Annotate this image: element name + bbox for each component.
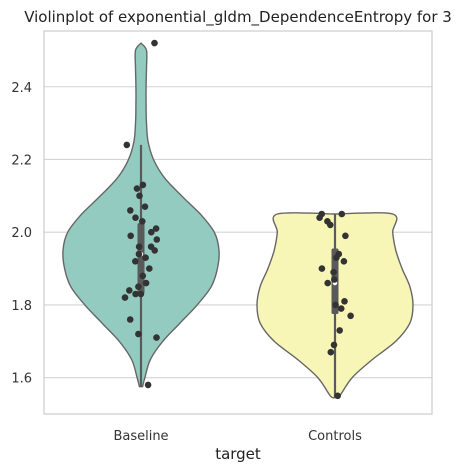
data-point	[336, 327, 344, 334]
data-point	[316, 214, 323, 221]
data-point	[340, 258, 348, 265]
data-point	[333, 254, 340, 261]
data-point	[152, 225, 160, 232]
data-point	[347, 312, 354, 320]
data-point	[141, 203, 149, 210]
data-point	[334, 392, 342, 400]
data-point	[330, 341, 338, 349]
data-point	[137, 290, 145, 298]
data-point	[151, 247, 158, 254]
y-tick-label: 2.2	[11, 153, 32, 168]
y-tick-label: 1.6	[11, 372, 32, 387]
data-point	[132, 258, 139, 265]
data-point	[132, 290, 139, 298]
data-point	[139, 181, 147, 189]
data-point	[327, 221, 334, 229]
data-point	[337, 305, 345, 312]
data-point	[327, 348, 335, 356]
data-point	[318, 265, 326, 272]
data-point	[123, 141, 131, 149]
data-point	[139, 218, 146, 225]
data-point	[135, 330, 142, 338]
data-point	[144, 381, 152, 389]
data-points	[121, 39, 354, 400]
data-point	[127, 232, 134, 240]
x-tick-labels: Baseline Controls	[113, 429, 362, 444]
y-tick-label: 1.8	[11, 299, 32, 314]
data-point	[133, 185, 141, 192]
data-point	[330, 268, 337, 276]
data-point	[135, 243, 143, 250]
data-point	[135, 250, 143, 258]
y-tick-label: 2.4	[11, 81, 32, 96]
data-point	[341, 298, 348, 305]
data-point	[342, 232, 349, 240]
plot-frame	[43, 30, 433, 415]
data-point	[132, 214, 139, 221]
data-point	[121, 294, 129, 301]
data-point	[142, 254, 149, 261]
data-point	[153, 334, 160, 341]
data-point	[135, 283, 142, 291]
data-point	[142, 279, 150, 287]
violins	[62, 42, 414, 399]
data-point	[127, 207, 134, 214]
data-point	[332, 301, 339, 309]
data-point	[126, 287, 133, 294]
chart-title: Violinplot of exponential_gldm_Dependenc…	[24, 8, 452, 27]
data-point	[338, 210, 346, 218]
x-axis-label: target	[215, 445, 261, 463]
y-tick-labels: 1.6 1.8 2.0 2.2 2.4	[11, 81, 32, 387]
x-tick-label: Controls	[308, 429, 362, 444]
data-point	[146, 265, 153, 272]
data-point	[139, 272, 147, 280]
data-point	[126, 316, 134, 323]
data-point	[153, 236, 161, 243]
data-point	[148, 228, 155, 236]
y-tick-label: 2.0	[11, 226, 32, 241]
x-tick-label: Baseline	[113, 429, 168, 444]
data-point	[331, 276, 338, 283]
data-point	[324, 279, 332, 287]
data-point	[136, 192, 143, 200]
data-point	[151, 39, 158, 47]
